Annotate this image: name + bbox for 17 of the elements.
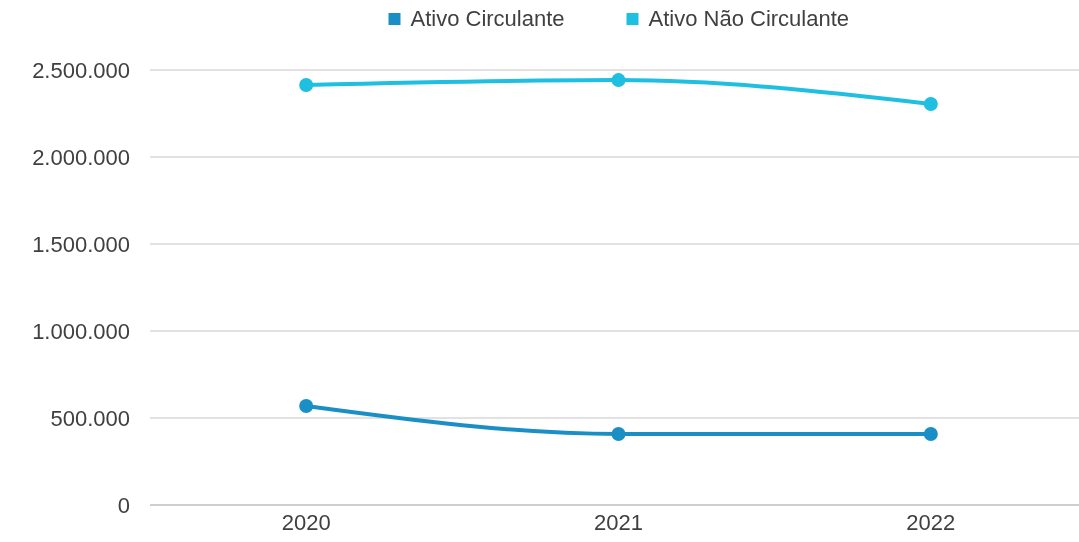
- x-tick-label: 2020: [281, 510, 331, 535]
- x-tick-label: 2022: [906, 510, 956, 535]
- x-tick-label: 2021: [594, 510, 643, 535]
- point: [299, 398, 314, 413]
- point: [923, 96, 938, 111]
- point: [611, 73, 626, 88]
- point: [923, 427, 938, 442]
- legend-label: Ativo Não Circulante: [648, 6, 850, 31]
- y-tick-label: 1.000.000: [32, 318, 130, 344]
- point: [611, 427, 626, 442]
- y-tick-label: 1.500.000: [32, 231, 130, 257]
- y-tick-label: 2.000.000: [32, 144, 130, 170]
- y-tick-label: 2.500.000: [32, 57, 130, 83]
- point: [299, 77, 314, 92]
- y-tick-label: 500.000: [50, 405, 130, 431]
- legend-label: Ativo Circulante: [410, 6, 565, 31]
- y-tick-label: 0: [117, 492, 130, 518]
